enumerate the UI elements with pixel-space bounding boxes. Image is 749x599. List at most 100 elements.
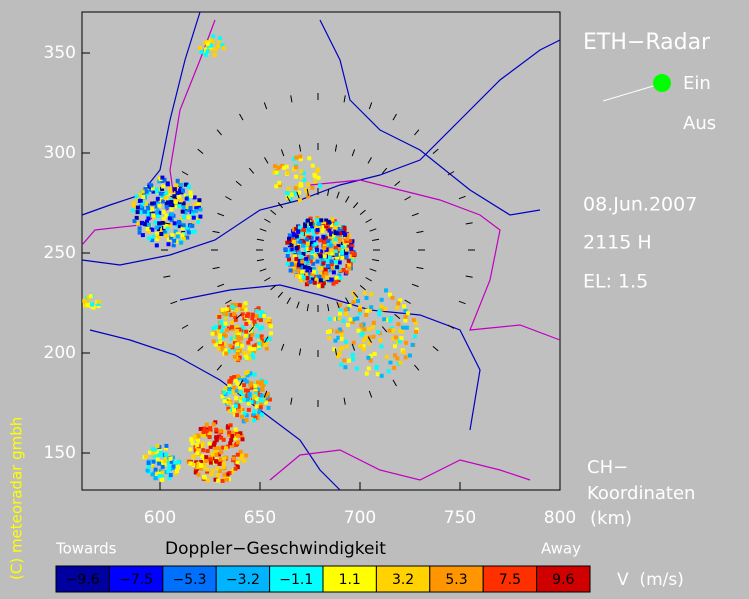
echo xyxy=(289,192,294,197)
echo xyxy=(218,428,223,433)
echo xyxy=(174,204,179,209)
echo xyxy=(341,318,346,323)
echo xyxy=(196,465,201,470)
echo xyxy=(211,422,216,427)
echo xyxy=(160,175,165,180)
echo xyxy=(131,203,136,208)
echo xyxy=(198,214,203,219)
echo xyxy=(313,242,318,247)
range-mark xyxy=(411,283,419,288)
echo xyxy=(259,402,264,407)
echo xyxy=(172,238,177,243)
echo xyxy=(246,320,251,325)
echo xyxy=(252,409,257,414)
echo xyxy=(158,450,163,455)
range-mark xyxy=(163,222,171,225)
echo xyxy=(177,224,182,229)
echo xyxy=(284,191,289,196)
echo xyxy=(213,420,218,425)
echo xyxy=(342,242,347,247)
echo xyxy=(327,317,332,321)
echo xyxy=(414,327,419,332)
echo xyxy=(301,171,306,176)
echo xyxy=(341,230,345,235)
echo xyxy=(180,209,185,214)
echo xyxy=(156,234,161,239)
echo xyxy=(402,304,407,309)
echo xyxy=(159,462,164,467)
echo xyxy=(351,340,356,345)
range-mark xyxy=(359,284,366,291)
echo xyxy=(249,400,254,405)
range-mark xyxy=(367,157,372,164)
echo xyxy=(311,253,316,258)
echo xyxy=(304,232,309,237)
echo xyxy=(175,469,179,474)
echo xyxy=(294,257,299,261)
echo xyxy=(368,308,373,313)
echo xyxy=(354,366,359,371)
echo xyxy=(143,209,148,214)
echo xyxy=(222,342,227,347)
echo xyxy=(239,336,243,341)
river xyxy=(89,329,341,491)
echo xyxy=(148,450,152,455)
echo xyxy=(228,379,233,384)
echo xyxy=(338,276,343,281)
echo xyxy=(331,267,336,272)
echo xyxy=(384,288,388,293)
echo xyxy=(164,190,169,195)
echo xyxy=(257,341,262,346)
echo xyxy=(177,194,182,199)
echo xyxy=(170,212,174,217)
border xyxy=(81,19,216,246)
echo xyxy=(234,396,239,400)
echo xyxy=(154,210,159,215)
echo xyxy=(149,183,154,188)
echo xyxy=(323,271,328,276)
echo xyxy=(293,254,297,259)
echo xyxy=(223,321,228,326)
echo xyxy=(361,347,366,352)
echo xyxy=(292,191,297,196)
echo xyxy=(291,157,296,161)
echo xyxy=(147,222,152,227)
color-class-label: −7.5 xyxy=(119,572,153,588)
echo xyxy=(337,351,342,356)
echo xyxy=(343,307,348,312)
echo xyxy=(326,330,330,334)
echo xyxy=(395,356,400,361)
echo xyxy=(160,464,165,469)
echo xyxy=(238,453,243,458)
echo xyxy=(247,350,252,355)
echo xyxy=(298,157,303,162)
echo xyxy=(224,307,229,312)
echo xyxy=(332,276,337,281)
echo xyxy=(303,248,308,253)
echo xyxy=(342,358,347,363)
echo xyxy=(310,185,315,190)
echo xyxy=(244,329,249,334)
echo xyxy=(195,451,200,456)
echo xyxy=(199,49,204,54)
echo xyxy=(201,430,206,434)
echo xyxy=(313,253,318,258)
echo xyxy=(196,472,201,477)
echo xyxy=(353,296,358,301)
echo xyxy=(252,319,257,324)
echo xyxy=(388,316,393,321)
echo xyxy=(252,412,256,417)
echo xyxy=(150,463,154,468)
echo xyxy=(288,197,293,201)
echo xyxy=(199,432,204,437)
echo xyxy=(232,375,237,379)
echo xyxy=(241,329,246,334)
range-mark xyxy=(372,259,380,262)
echo xyxy=(347,266,352,271)
echo xyxy=(328,252,333,257)
echo xyxy=(158,448,163,452)
echo xyxy=(294,232,298,237)
echo xyxy=(161,184,166,189)
echo xyxy=(305,247,310,251)
echo xyxy=(228,423,233,428)
